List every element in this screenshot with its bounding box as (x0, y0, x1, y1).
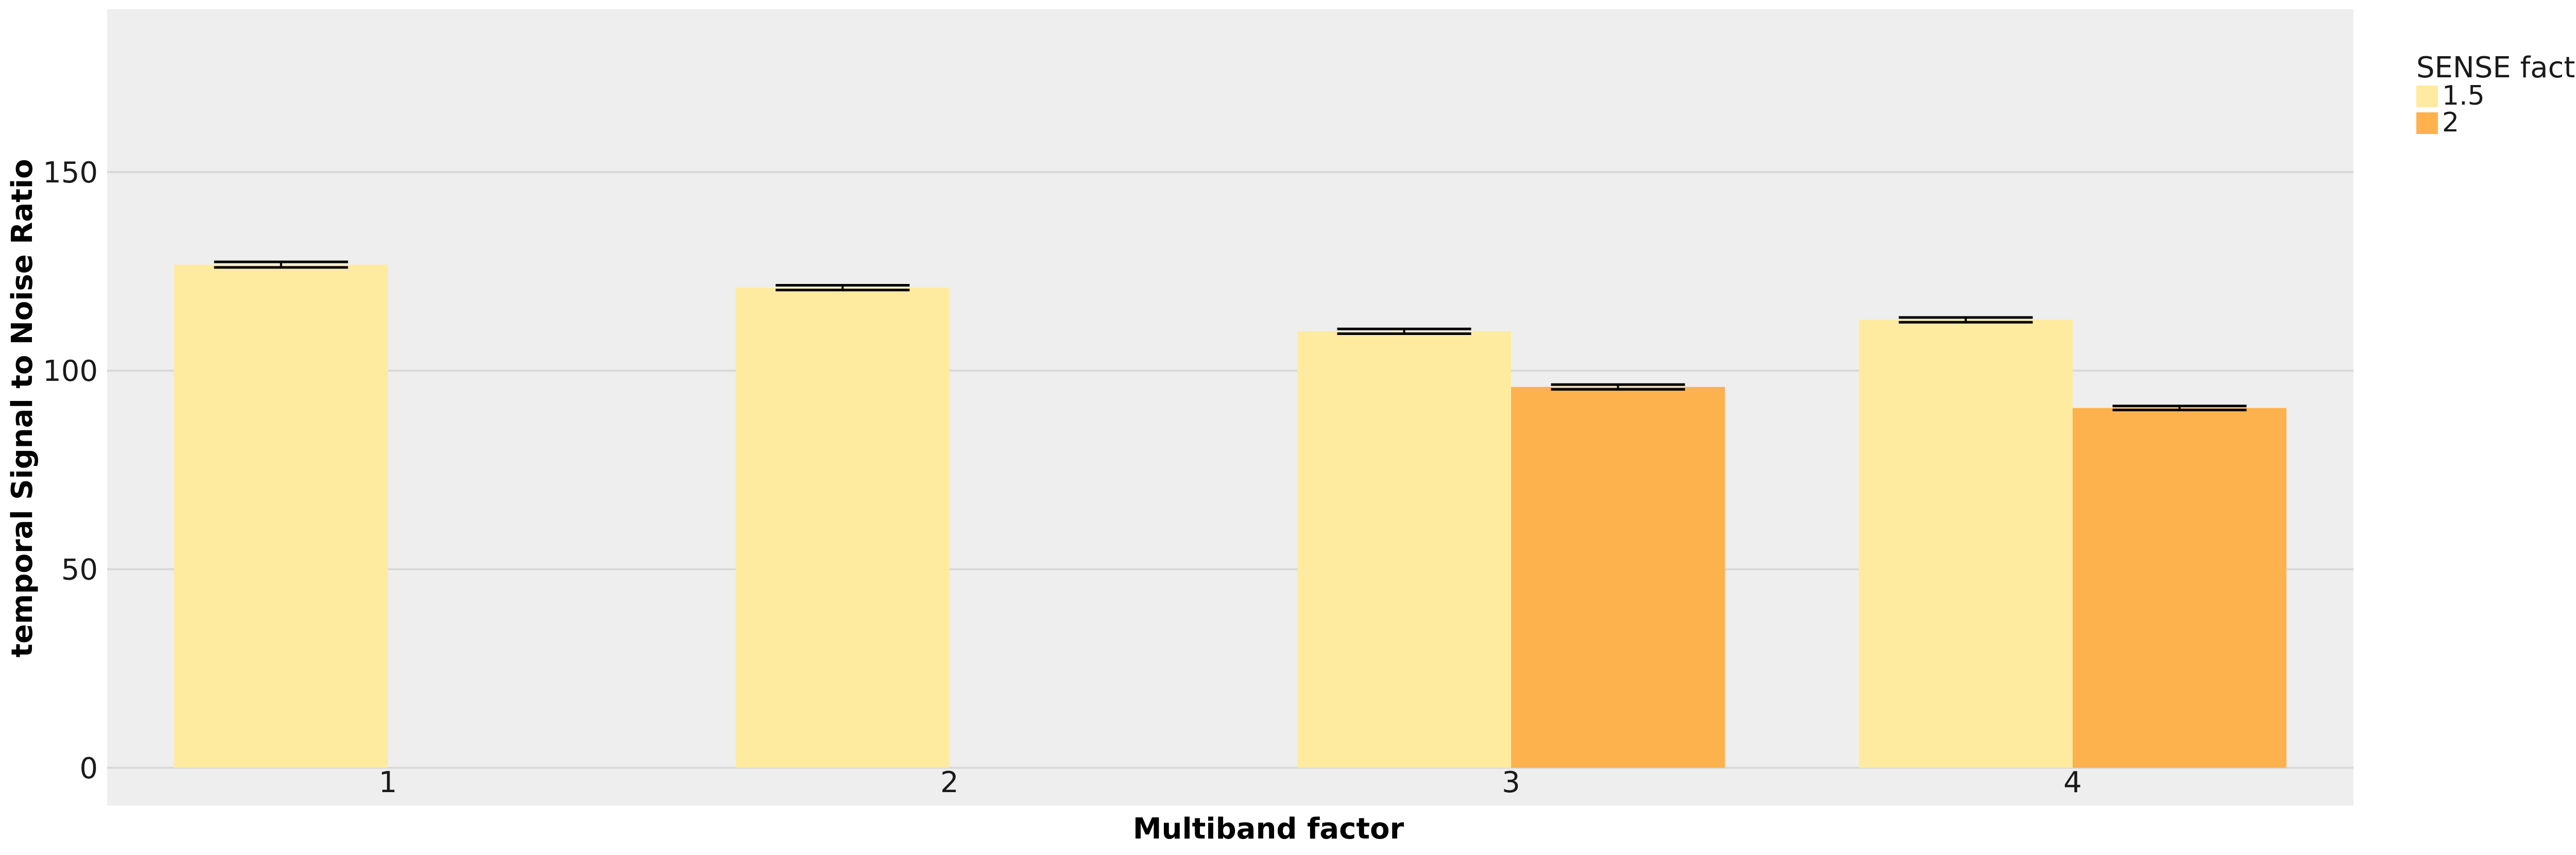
legend: SENSE factor 1.52 (2416, 51, 2576, 138)
bar-sense-1.5-mb-4 (1859, 320, 2073, 768)
y-tick-label: 50 (61, 554, 98, 587)
legend-title: SENSE factor (2416, 51, 2576, 85)
bar-sense-1.5-mb-3 (1297, 331, 1511, 768)
y-axis-title: temporal Signal to Noise Ratio (6, 159, 39, 657)
x-tick-labels: 1 2 3 4 (379, 766, 2082, 799)
bar-sense-2-mb-3 (1511, 387, 1725, 768)
bar-sense-2-mb-4 (2073, 408, 2286, 768)
y-tick-label: 150 (43, 156, 98, 190)
y-tick-labels: 0 50 100 150 (43, 156, 98, 785)
x-tick-label: 1 (379, 766, 397, 799)
legend-items: 1.52 (2416, 80, 2485, 138)
legend-label-1.5: 1.5 (2442, 80, 2485, 111)
bar-sense-1.5-mb-2 (736, 288, 950, 768)
x-tick-label: 4 (2063, 766, 2082, 799)
legend-label-2: 2 (2442, 107, 2459, 138)
x-axis-title: Multiband factor (1133, 812, 1404, 846)
x-tick-label: 2 (940, 766, 959, 799)
y-tick-label: 0 (79, 752, 98, 785)
x-tick-label: 3 (1502, 766, 1520, 799)
legend-swatch-2 (2416, 112, 2438, 134)
bar-sense-1.5-mb-1 (174, 264, 388, 768)
legend-swatch-1.5 (2416, 86, 2438, 107)
bars (174, 264, 2286, 768)
error-bars (214, 260, 2247, 412)
y-tick-label: 100 (43, 355, 98, 388)
